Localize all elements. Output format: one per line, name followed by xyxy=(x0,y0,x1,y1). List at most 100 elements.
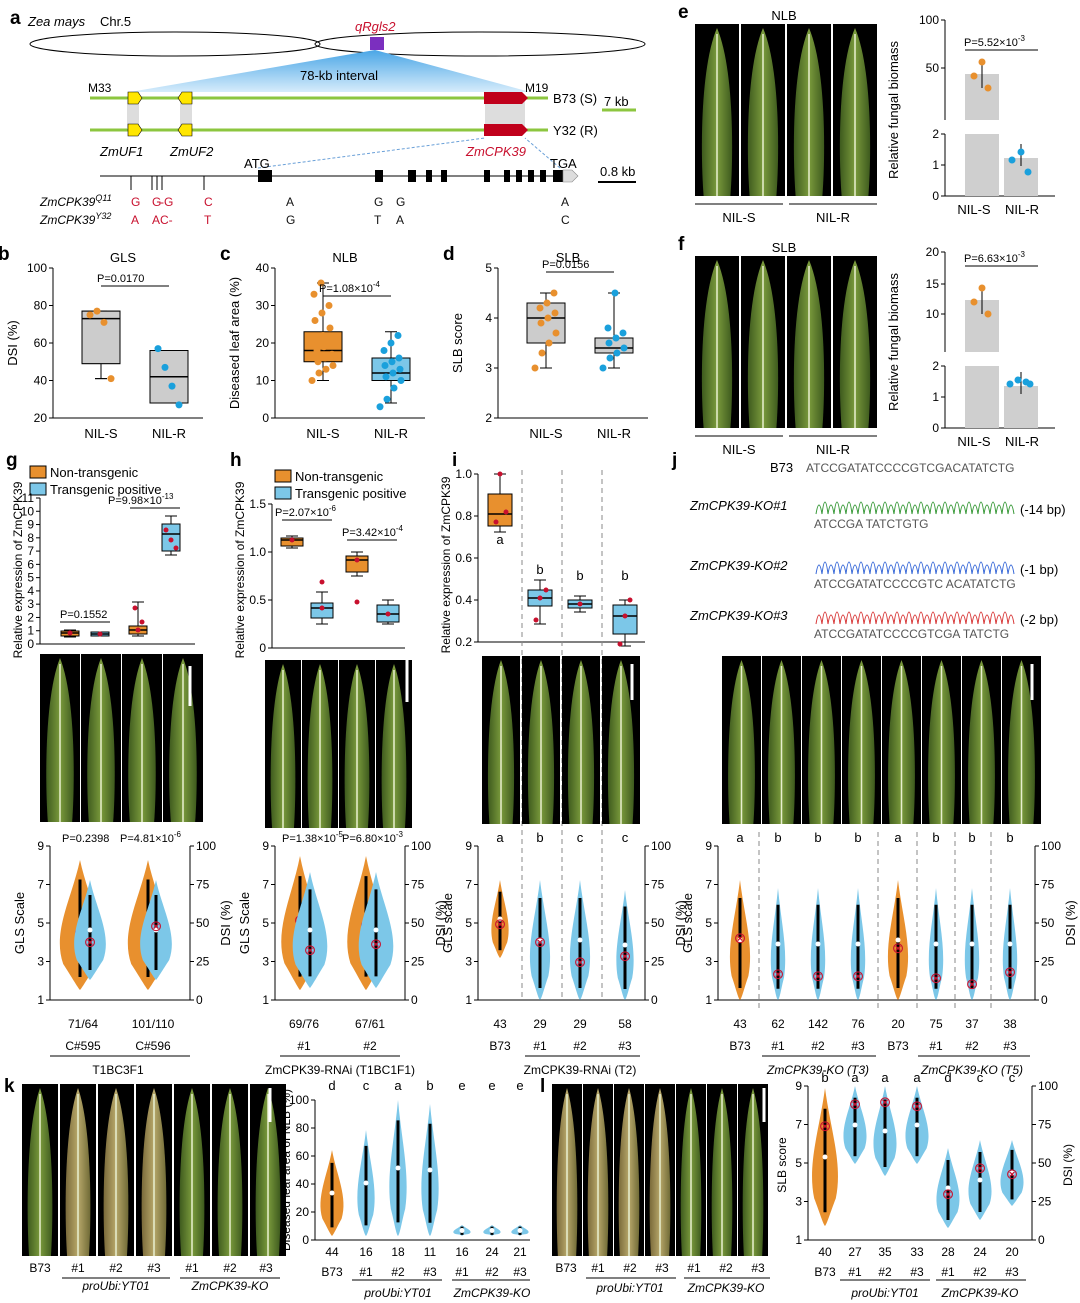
ey-g-tick-label: 4 xyxy=(27,584,34,598)
y2-l-tick-label: 50 xyxy=(1038,1156,1052,1170)
x-label-l: #3 xyxy=(751,1261,765,1275)
dot-d xyxy=(550,289,558,297)
n-label: 24 xyxy=(973,1245,987,1259)
p-value-c-exp: -4 xyxy=(373,280,381,289)
p-value-h2-exp: -4 xyxy=(396,524,404,533)
mean-marker: ⊗ xyxy=(574,954,587,971)
dot xyxy=(978,58,986,66)
b73-label: B73 (S) xyxy=(553,91,597,106)
v-group-k1: proUbi:YT01 xyxy=(363,1286,431,1300)
y-k-tick-label: 40 xyxy=(296,1177,310,1191)
y-label-f: Relative fungal biomass xyxy=(886,272,901,411)
x-label-c: NIL-S xyxy=(306,426,340,441)
x-label-f: NIL-S xyxy=(957,434,991,449)
panel-k: k B73 #1 #2 #3 #1 #2 #3 proUbi:YT01 ZmCPK39-KO 100… xyxy=(4,1076,530,1300)
y-d-tick-label: 2 xyxy=(485,411,492,425)
p-value-g2-exp: -13 xyxy=(162,492,174,501)
mean-marker: ⊗ xyxy=(734,930,747,947)
link-zmcpk39 xyxy=(485,100,525,128)
exon-set xyxy=(258,170,563,182)
v-p-h2: P=6.80×10-3 xyxy=(342,830,404,845)
group-label-l2: ZmCPK39-KO xyxy=(687,1281,765,1295)
violin-k-median xyxy=(459,1228,465,1233)
bar-break xyxy=(964,352,1000,366)
sig-letter: b xyxy=(1006,830,1013,845)
vy-j-tick-label: 9 xyxy=(705,839,712,853)
sig-letter: c xyxy=(622,830,629,845)
p-value-h1: P=2.07×10-6 xyxy=(275,504,337,519)
x-label-j: #1 xyxy=(771,1039,785,1053)
n-label: 33 xyxy=(910,1245,924,1259)
dot xyxy=(533,617,539,623)
violin-j-median xyxy=(775,941,781,947)
violin-k-median xyxy=(363,1180,369,1186)
dot-c xyxy=(312,335,320,343)
dot xyxy=(627,597,633,603)
ko-del: (-2 bp) xyxy=(1020,612,1058,627)
x-label-j: B73 xyxy=(887,1039,909,1053)
p-value-h2: P=3.42×10-4 xyxy=(342,524,404,539)
v-ylabel-g: GLS Scale xyxy=(12,892,27,954)
x-label-k: #3 xyxy=(147,1261,161,1275)
snp-bot: T xyxy=(204,213,212,227)
dot-c xyxy=(321,354,329,362)
dot xyxy=(984,310,992,318)
snp-top: -G xyxy=(160,195,173,209)
dot-b xyxy=(161,363,169,371)
n-label: 24 xyxy=(485,1245,499,1259)
vy2-i-tick-label: 75 xyxy=(651,878,665,892)
dot-b xyxy=(100,318,108,326)
ey-i-tick-label: 1.0 xyxy=(455,467,472,481)
exon xyxy=(516,170,522,182)
tick-label: 10 xyxy=(926,307,940,321)
tick-label: 1 xyxy=(932,390,939,404)
v-x-label-l: #2 xyxy=(973,1265,987,1279)
sig-letter: b xyxy=(576,568,583,583)
legend-swatch xyxy=(29,465,47,479)
gene-zmuf2-y32 xyxy=(177,123,193,137)
vy2-i-tick-label: 100 xyxy=(651,839,671,853)
x-label-j: #3 xyxy=(1003,1039,1017,1053)
p-value-d-base: P=0.0156 xyxy=(542,259,589,271)
tick-label: 15 xyxy=(926,277,940,291)
x-label-i: #1 xyxy=(533,1039,547,1053)
p-value-e: P=5.52×10-3 xyxy=(964,34,1026,49)
legend-label: Non-transgenic xyxy=(295,469,384,484)
ey-h-tick-label: 0.5 xyxy=(249,593,266,607)
chromatogram xyxy=(815,501,1015,515)
n-label: 43 xyxy=(733,1017,747,1031)
n-label: 142 xyxy=(808,1017,828,1031)
dot-c xyxy=(387,339,395,347)
vy2-j-tick-label: 100 xyxy=(1041,839,1061,853)
box-c-box xyxy=(371,357,411,381)
exon xyxy=(441,170,447,182)
x-label-l: #2 xyxy=(623,1261,637,1275)
group-label-f: NIL-R xyxy=(816,442,850,457)
dot xyxy=(67,630,73,636)
ko-label: ZmCPK39-KO#1 xyxy=(689,498,788,513)
tick-label: 20 xyxy=(926,245,940,259)
x-label-l: #1 xyxy=(687,1261,701,1275)
vy-h-tick-label: 9 xyxy=(262,839,269,853)
sig-letter: c xyxy=(577,830,584,845)
panel-label-f: f xyxy=(678,234,685,255)
v-x-label-k: #1 xyxy=(455,1265,469,1279)
ey-g-tick-label: 2 xyxy=(27,610,34,624)
panel-label-b: b xyxy=(0,244,10,265)
ey-g-tick-label: 9 xyxy=(27,518,34,532)
panel-title-f: SLB xyxy=(772,240,797,255)
zmuf2-label: ZmUF2 xyxy=(169,144,214,159)
dot xyxy=(1014,376,1022,384)
x-label-i: #3 xyxy=(618,1039,632,1053)
vy2-i-tick-label: 50 xyxy=(651,916,665,930)
y-c-tick-label: 0 xyxy=(262,411,269,425)
x-label-l: #1 xyxy=(591,1261,605,1275)
n-label: 29 xyxy=(573,1017,587,1031)
mean-marker: ⊗ xyxy=(1006,1166,1019,1183)
n-label: 18 xyxy=(391,1245,405,1259)
v-y2label-g: DSI (%) xyxy=(218,900,233,946)
y-d-tick-label: 5 xyxy=(485,261,492,275)
p-value-f-exp: -3 xyxy=(1018,250,1026,259)
